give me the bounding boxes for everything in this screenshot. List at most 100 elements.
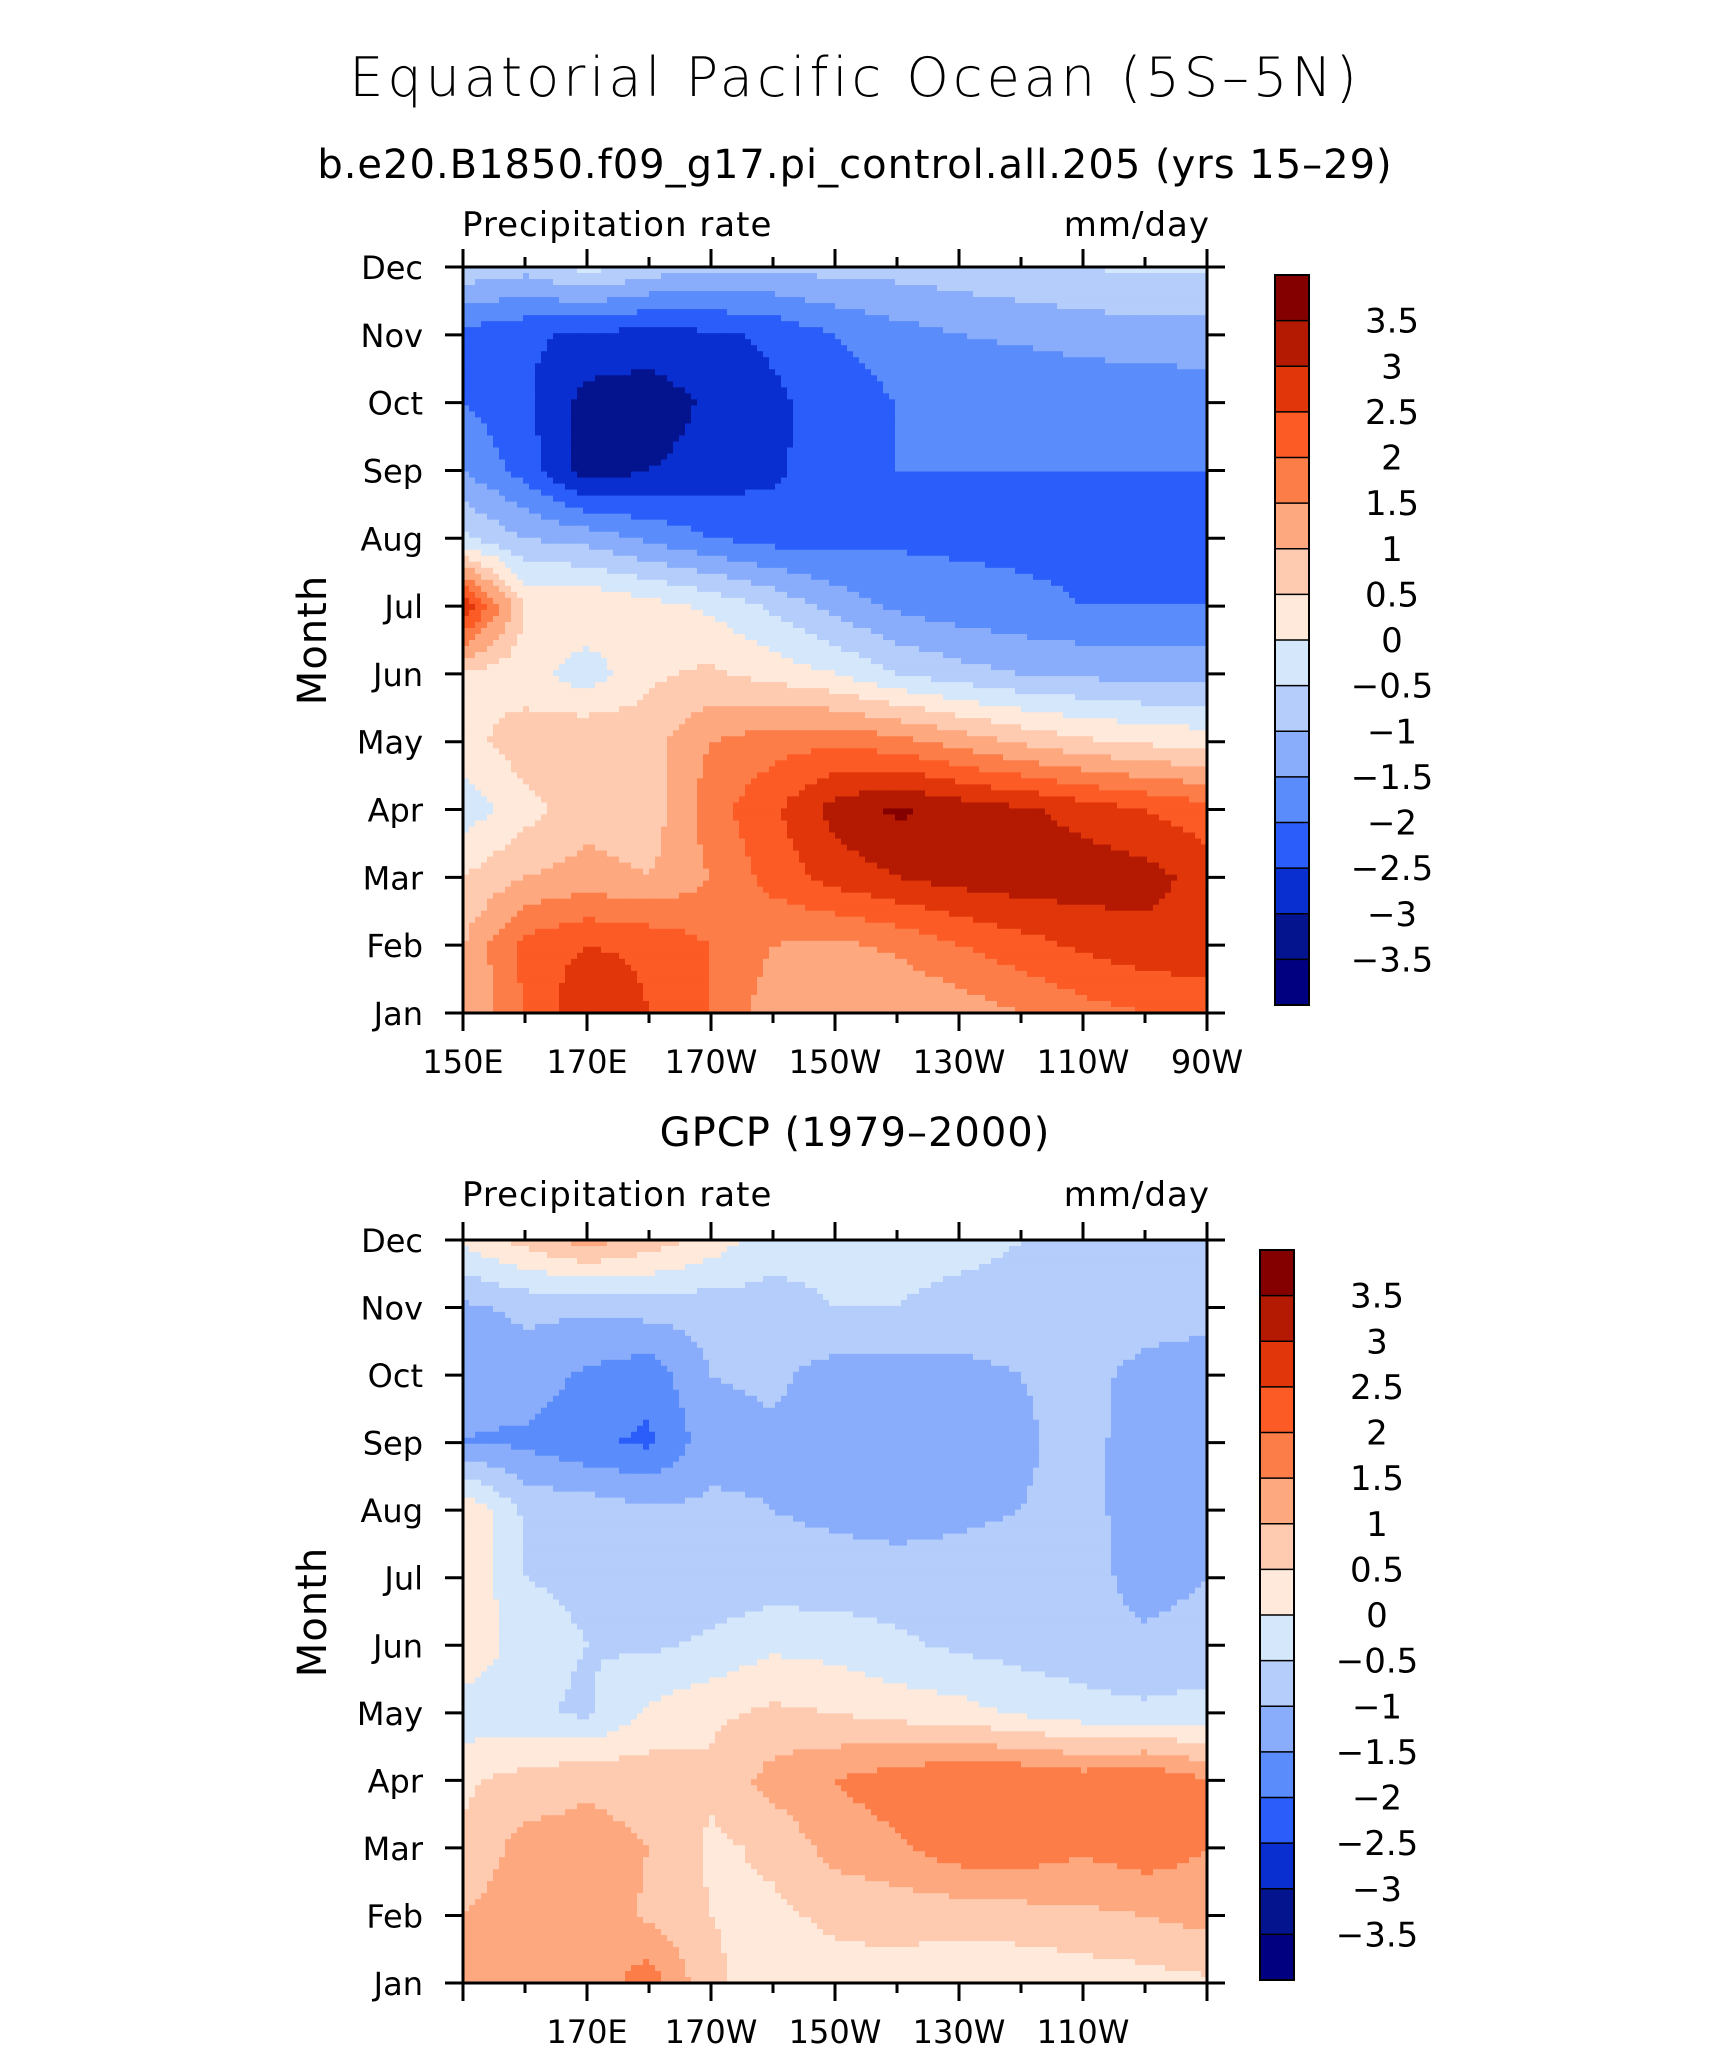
- heatmap-cell: [1147, 363, 1154, 370]
- heatmap-cell: [775, 454, 782, 461]
- heatmap-cell: [1177, 297, 1184, 304]
- heatmap-cell: [1105, 339, 1112, 346]
- heatmap-cell: [955, 309, 962, 316]
- heatmap-cell: [679, 502, 686, 509]
- heatmap-cell: [595, 387, 602, 394]
- heatmap-cell: [865, 490, 872, 497]
- heatmap-cell: [493, 279, 500, 286]
- heatmap-cell: [829, 315, 836, 322]
- heatmap-cell: [583, 435, 590, 442]
- heatmap-cell: [703, 472, 710, 479]
- heatmap-cell: [1129, 321, 1136, 328]
- heatmap-cell: [913, 435, 920, 442]
- heatmap-cell: [967, 339, 974, 346]
- heatmap-cell: [1087, 381, 1094, 388]
- heatmap-cell: [1183, 369, 1190, 376]
- heatmap-cell: [655, 369, 662, 376]
- heatmap-cell: [709, 466, 716, 473]
- heatmap-cell: [949, 429, 956, 436]
- heatmap-cell: [1027, 478, 1034, 485]
- heatmap-cell: [889, 273, 896, 280]
- heatmap-cell: [1165, 321, 1172, 328]
- heatmap-cell: [1159, 405, 1166, 412]
- heatmap-cell: [703, 387, 710, 394]
- heatmap-cell: [949, 466, 956, 473]
- heatmap-cell: [1105, 411, 1112, 418]
- heatmap-cell: [1099, 435, 1106, 442]
- heatmap-cell: [601, 357, 608, 364]
- heatmap-cell: [607, 381, 614, 388]
- heatmap-cell: [835, 351, 842, 358]
- heatmap-cell: [691, 387, 698, 394]
- heatmap-cell: [583, 484, 590, 491]
- heatmap-cell: [1183, 273, 1190, 280]
- heatmap-cell: [529, 472, 536, 479]
- heatmap-cell: [559, 273, 566, 280]
- heatmap-cell: [1039, 478, 1046, 485]
- heatmap-cell: [907, 429, 914, 436]
- heatmap-cell: [493, 381, 500, 388]
- heatmap-cell: [865, 423, 872, 430]
- heatmap-cell: [1081, 321, 1088, 328]
- heatmap-cell: [1159, 435, 1166, 442]
- heatmap-cell: [589, 466, 596, 473]
- heatmap-cell: [715, 297, 722, 304]
- heatmap-cell: [973, 297, 980, 304]
- heatmap-cell: [877, 285, 884, 292]
- heatmap-cell: [907, 291, 914, 298]
- heatmap-cell: [559, 375, 566, 382]
- heatmap-cell: [499, 339, 506, 346]
- heatmap-cell: [631, 417, 638, 424]
- heatmap-cell: [667, 357, 674, 364]
- heatmap-cell: [571, 423, 578, 430]
- heatmap-cell: [487, 393, 494, 400]
- heatmap-cell: [997, 502, 1004, 509]
- heatmap-cell: [817, 333, 824, 340]
- heatmap-cell: [601, 303, 608, 310]
- heatmap-cell: [871, 496, 878, 503]
- heatmap-cell: [1069, 405, 1076, 412]
- heatmap-cell: [649, 429, 656, 436]
- heatmap-cell: [775, 375, 782, 382]
- heatmap-cell: [763, 369, 770, 376]
- heatmap-cell: [823, 405, 830, 412]
- heatmap-cell: [607, 466, 614, 473]
- heatmap-cell: [1087, 333, 1094, 340]
- heatmap-cell: [1135, 327, 1142, 334]
- heatmap-cell: [1063, 297, 1070, 304]
- heatmap-cell: [979, 423, 986, 430]
- heatmap-cell: [475, 454, 482, 461]
- heatmap-cell: [973, 303, 980, 310]
- heatmap-cell: [883, 405, 890, 412]
- heatmap-cell: [1183, 411, 1190, 418]
- heatmap-cell: [1117, 363, 1124, 370]
- heatmap-cell: [1063, 399, 1070, 406]
- heatmap-cell: [787, 297, 794, 304]
- heatmap-cell: [523, 508, 530, 515]
- heatmap-cell: [1045, 490, 1052, 497]
- heatmap-cell: [469, 303, 476, 310]
- heatmap-cell: [1189, 339, 1196, 346]
- heatmap-cell: [1003, 279, 1010, 286]
- heatmap-cell: [1027, 429, 1034, 436]
- heatmap-cell: [1033, 327, 1040, 334]
- heatmap-cell: [1153, 472, 1160, 479]
- heatmap-cell: [895, 387, 902, 394]
- heatmap-cell: [493, 357, 500, 364]
- heatmap-cell: [1123, 423, 1130, 430]
- heatmap-cell: [859, 393, 866, 400]
- heatmap-cell: [1147, 466, 1154, 473]
- heatmap-cell: [1117, 285, 1124, 292]
- heatmap-cell: [1129, 357, 1136, 364]
- heatmap-cell: [991, 478, 998, 485]
- heatmap-cell: [1051, 411, 1058, 418]
- heatmap-cell: [553, 484, 560, 491]
- heatmap-cell: [505, 429, 512, 436]
- heatmap-cell: [979, 387, 986, 394]
- heatmap-cell: [589, 387, 596, 394]
- heatmap-cell: [877, 490, 884, 497]
- heatmap-cell: [1087, 285, 1094, 292]
- heatmap-cell: [601, 327, 608, 334]
- heatmap-cell: [511, 375, 518, 382]
- heatmap-cell: [877, 327, 884, 334]
